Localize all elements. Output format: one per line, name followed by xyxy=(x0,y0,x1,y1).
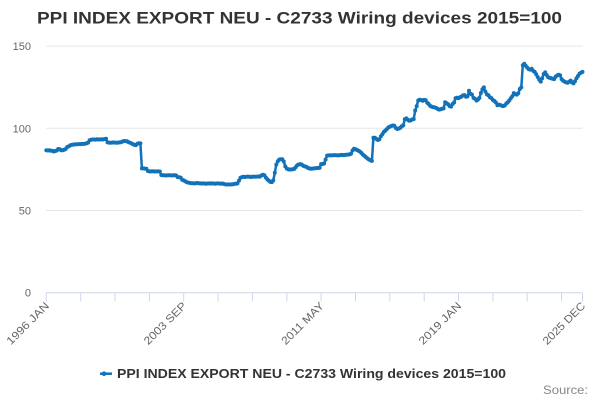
svg-text:PPI INDEX EXPORT NEU - C2733 W: PPI INDEX EXPORT NEU - C2733 Wiring devi… xyxy=(37,10,562,28)
svg-text:50: 50 xyxy=(19,206,31,218)
svg-text:100: 100 xyxy=(13,123,31,135)
svg-text:150: 150 xyxy=(13,41,31,53)
svg-text:0: 0 xyxy=(25,288,31,300)
svg-text:Source:: Source: xyxy=(543,385,588,397)
svg-text:PPI INDEX EXPORT NEU - C2733 W: PPI INDEX EXPORT NEU - C2733 Wiring devi… xyxy=(117,367,506,381)
